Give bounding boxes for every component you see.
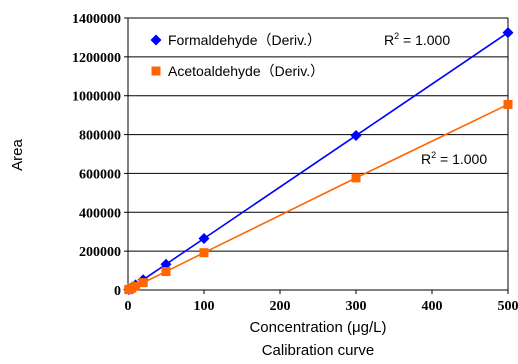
y-tick-label-6: 1200000 — [72, 51, 121, 66]
x-axis-title: Concentration (μg/L) — [249, 319, 386, 336]
r2-value: = 1.000 — [436, 151, 487, 167]
data-point-1-8 — [503, 99, 513, 109]
y-axis-title: Area — [9, 139, 26, 171]
y-tick-label-0: 0 — [114, 284, 121, 299]
r2-prefix: R — [421, 151, 431, 167]
chart-caption: Calibration curve — [262, 342, 375, 359]
x-axis-ticks: 0 100 200 300 400 500 — [125, 290, 518, 314]
y-axis-ticks: 0 200000 400000 600000 800000 1000000 1200000 1… — [72, 12, 128, 299]
legend-swatch-1 — [151, 66, 161, 76]
y-tick-label-5: 1000000 — [72, 90, 121, 105]
r2-superscript: 2 — [394, 31, 399, 41]
data-point-0-8 — [502, 27, 514, 39]
data-point-1-7 — [351, 173, 361, 183]
gridlines — [127, 17, 509, 291]
y-tick-label-7: 1400000 — [72, 12, 121, 27]
y-tick-label-2: 400000 — [79, 206, 121, 221]
x-tick-label-1: 100 — [194, 299, 215, 314]
data-point-1-4 — [138, 278, 148, 288]
r2-prefix: R — [384, 32, 394, 48]
r2-value: = 1.000 — [399, 32, 450, 48]
legend-label-formaldehyde: Formaldehyde（Deriv.） — [168, 32, 321, 48]
data-point-0-7 — [350, 130, 362, 142]
data-point-1-3 — [131, 281, 141, 291]
y-tick-label-1: 200000 — [79, 245, 121, 260]
legend: Formaldehyde（Deriv.） Acetoaldehyde（Deriv… — [150, 32, 324, 79]
r2-annotation-acetoaldehyde: R2 = 1.000 — [421, 150, 487, 167]
data-point-1-5 — [161, 267, 171, 277]
plot-area — [128, 18, 508, 290]
data-point-0-6 — [198, 233, 210, 245]
y-tick-label-4: 800000 — [79, 129, 121, 144]
legend-marker-formaldehyde — [150, 34, 162, 46]
legend-marker-acetoaldehyde — [151, 66, 161, 76]
legend-swatch-0 — [150, 34, 162, 46]
x-tick-label-2: 200 — [270, 299, 291, 314]
series-layer — [123, 27, 514, 295]
data-point-0-5 — [160, 258, 172, 270]
legend-label-acetoaldehyde: Acetoaldehyde（Deriv.） — [168, 63, 324, 79]
x-tick-label-5: 500 — [498, 299, 518, 314]
x-tick-label-0: 0 — [125, 299, 132, 314]
x-tick-label-4: 400 — [422, 299, 443, 314]
r2-annotation-formaldehyde: R2 = 1.000 — [384, 31, 450, 48]
y-tick-label-3: 600000 — [79, 167, 121, 182]
x-tick-label-3: 300 — [346, 299, 367, 314]
r2-superscript: 2 — [431, 150, 436, 160]
data-point-1-6 — [199, 248, 209, 258]
